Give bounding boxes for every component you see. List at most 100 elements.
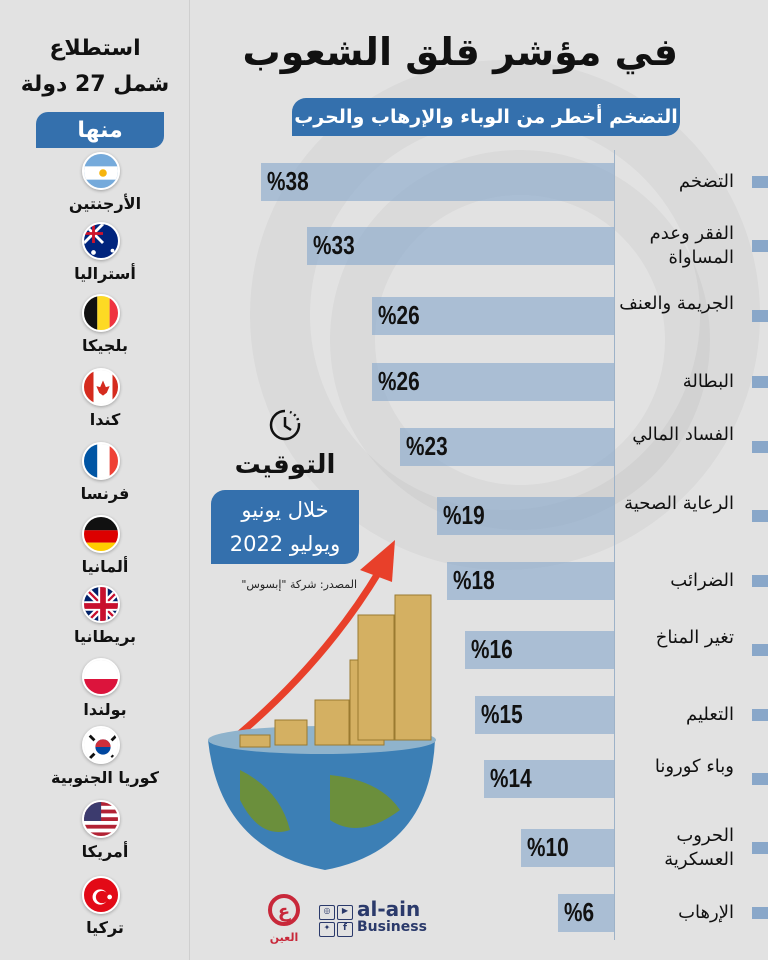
bar [521,829,614,867]
twitter-icon[interactable]: ✦ [319,921,335,937]
bar [437,497,614,535]
flag-canada-icon [82,368,120,406]
bar-value-label: %33 [313,230,355,260]
background-logo-ring-inner [330,150,710,530]
bar [465,631,614,669]
category-label: البطالة [682,371,734,392]
flag-turkey-icon [82,876,120,914]
coin-stacks [239,594,432,748]
bar-value-label: %10 [527,832,569,862]
category-marker [752,644,768,656]
facebook-icon[interactable]: f [337,921,353,937]
al-ain-logo-text: العين [269,931,299,944]
country-name: كندا [89,410,121,429]
country-name: فرنسا [80,484,130,503]
timing-label: التوقيت [234,450,336,480]
category-marker [752,310,768,322]
globe-coins-illustration [208,540,436,870]
category-marker [752,575,768,587]
category-marker [752,709,768,721]
category-label: الجريمة والعنف [619,293,734,314]
timing-line1: خلال يونيو [241,498,329,522]
bar-value-label: %26 [378,300,420,330]
bar [446,562,614,600]
bar-value-label: %16 [471,634,513,664]
category-label: الفساد المالي [632,424,734,445]
category-marker [752,510,768,522]
arrow-head [360,540,395,582]
category-marker [752,773,768,785]
among-pill: منها [36,112,164,148]
survey-title: استطلاع [49,36,141,61]
bar-value-label: %23 [406,431,448,461]
survey-count: شمل 27 دولة [20,72,170,97]
bar-value-label: %26 [378,366,420,396]
bar [400,428,614,466]
category-marker [752,240,768,252]
flag-france-icon [82,442,120,480]
category-marker [752,176,768,188]
bar [474,696,614,734]
category-marker [752,376,768,388]
bar-value-label: %19 [443,500,485,530]
country-name: الأرجنتين [68,194,142,213]
category-marker [752,441,768,453]
source-note: المصدر: شركة "إبسوس" [241,578,357,591]
survey-column: استطلاع شمل 27 دولة منها الأرجنتين أسترال… [0,0,190,960]
category-label: التعليم [686,704,734,725]
page-subtitle: التضخم أخطر من الوباء والإرهاب والحرب [292,98,680,136]
country-name: ألمانيا [81,557,129,576]
category-label: الحروب العسكرية [664,825,734,870]
flag-usa-icon [82,800,120,838]
bar [307,227,614,265]
al-ain-logo-mark: ع [268,894,300,926]
timing-line2: ويوليو 2022 [229,532,341,556]
bar [372,297,614,335]
country-name: تركيا [86,918,124,937]
instagram-icon[interactable]: ◎ [319,905,335,920]
category-label: الفقر وعدم المساواة [649,223,734,268]
category-label: الضرائب [670,570,734,591]
flag-south-korea-icon [82,726,120,764]
flag-belgium-icon [82,294,120,332]
globe [208,740,435,870]
category-marker [752,907,768,919]
category-label: تغير المناخ [655,627,734,648]
bar-value-label: %38 [266,166,309,196]
flag-germany-icon [82,515,120,553]
country-name: بلجيكا [82,336,128,355]
al-ain-logo: ع العين [266,893,302,945]
timing-box: خلال يونيو ويوليو 2022 [211,490,359,564]
country-name: كوريا الجنوبية [51,768,159,787]
bar-value-label: %15 [480,699,523,729]
bar [558,894,614,932]
country-name: أمريكا [81,842,129,861]
category-label: وباء كورونا [654,756,734,777]
svg-text:ع: ع [278,901,291,922]
brand-sub: Business [357,919,427,935]
flag-australia-icon [82,222,120,260]
bar-value-label: %6 [564,897,595,927]
brand-name: al-ain [357,897,421,921]
country-name: بولندا [83,700,127,719]
country-name: أستراليا [74,264,136,283]
clock-icon [269,409,301,441]
bar-value-label: %18 [452,565,495,595]
bar-value-label: %14 [489,763,532,793]
youtube-icon[interactable]: ▶ [337,905,353,920]
category-label: التضخم [678,171,734,192]
category-label: الإرهاب [678,902,734,923]
brand: al-ain Business [357,897,427,936]
category-label: الرعاية الصحية [624,493,734,514]
chart-axis [614,150,615,940]
bar [483,760,614,798]
page-title: في مؤشر قلق الشعوب [242,30,678,74]
growth-arrow [217,568,384,753]
flag-poland-icon [82,658,120,696]
country-name: بريطانيا [73,627,137,646]
bar [372,363,614,401]
bar [260,163,614,201]
flag-argentina-icon [82,152,120,190]
category-marker [752,842,768,854]
social-icons: ◎ ▶ ✦ f [319,905,353,937]
